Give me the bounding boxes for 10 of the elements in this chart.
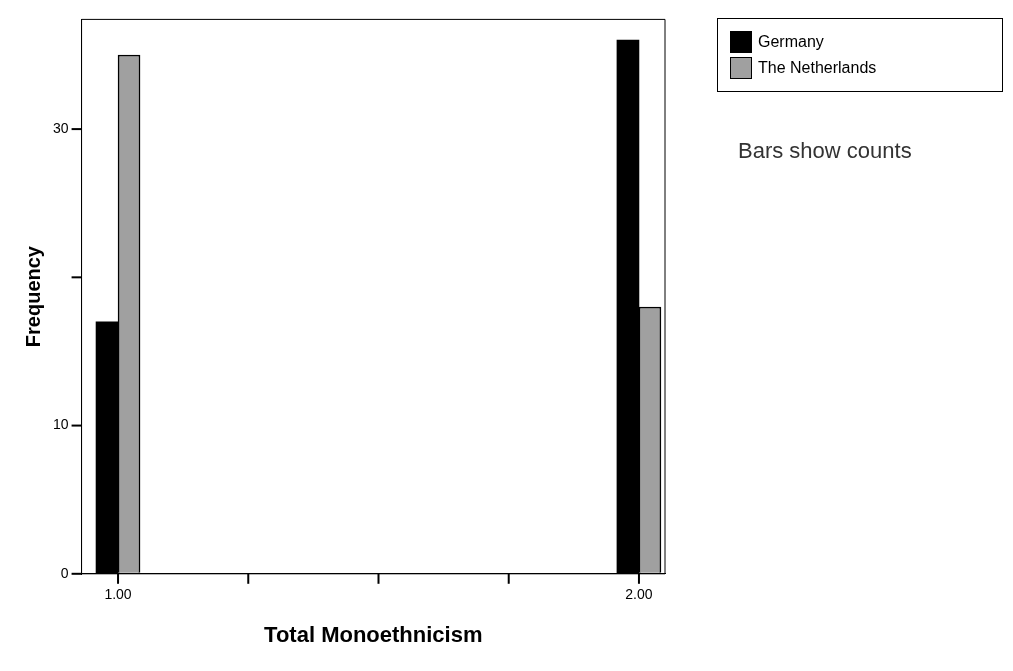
- x-tick-label: 1.00: [104, 586, 132, 603]
- x-tick-label: 2.00: [625, 586, 653, 603]
- text: Bars show counts: [738, 138, 912, 164]
- y-tick-label: 30: [52, 119, 69, 136]
- legend-label: The Netherlands: [758, 59, 877, 77]
- y-tick-label: 10: [52, 416, 69, 433]
- x-axis-title: Total Monoethnicism: [264, 621, 483, 647]
- legend-label: Germany: [758, 33, 824, 51]
- y-axis-title: Frequency: [21, 245, 44, 348]
- y-tick-label: 0: [60, 564, 69, 581]
